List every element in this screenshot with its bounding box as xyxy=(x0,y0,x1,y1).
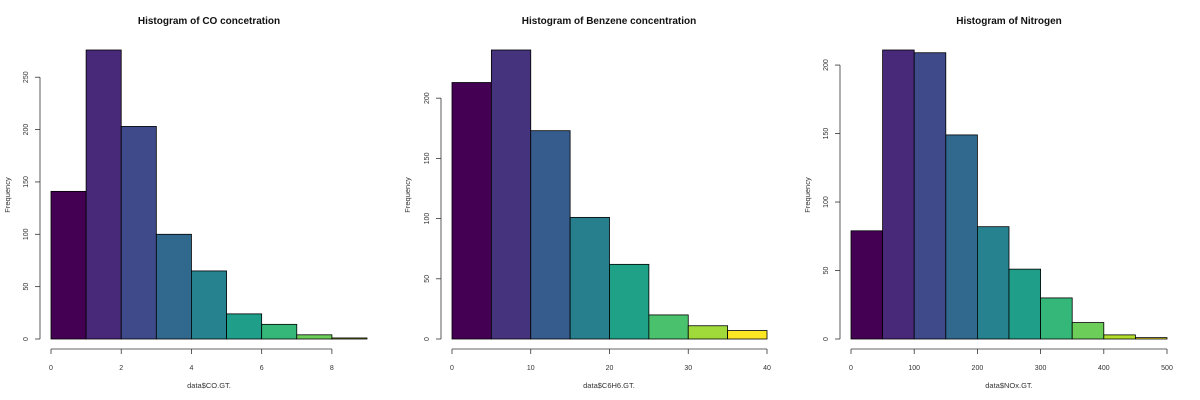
histogram-bar xyxy=(1135,337,1168,340)
x-tick-label: 500 xyxy=(1161,365,1173,372)
histogram-bar xyxy=(191,270,227,340)
histogram-bar xyxy=(120,126,157,340)
y-axis-label: Frequency xyxy=(803,177,812,213)
histogram-bar xyxy=(648,314,689,340)
histogram-bar xyxy=(913,52,947,340)
histogram-bar xyxy=(1103,334,1136,340)
x-axis-label: data$C6H6.GT. xyxy=(583,381,635,390)
x-tick-label: 20 xyxy=(606,365,614,372)
y-tick-label: 200 xyxy=(23,124,30,136)
x-tick-label: 30 xyxy=(684,365,692,372)
y-tick-label: 200 xyxy=(823,59,830,71)
histogram-bar xyxy=(977,226,1010,340)
histogram-panel: Histogram of CO concetration 0 2 4 6 8 0 50 100 1… xyxy=(3,16,368,390)
x-tick-label: 10 xyxy=(527,365,535,372)
x-tick-label: 8 xyxy=(330,365,334,372)
histogram-bar xyxy=(85,49,122,340)
y-axis-label: Frequency xyxy=(3,177,12,213)
x-tick-label: 4 xyxy=(189,365,193,372)
y-tick-label: 150 xyxy=(424,152,431,164)
histogram-bar xyxy=(530,130,571,340)
chart-title: Histogram of Nitrogen xyxy=(956,16,1062,27)
y-tick-label: 0 xyxy=(424,337,431,341)
y-tick-label: 50 xyxy=(823,267,830,275)
y-tick-label: 0 xyxy=(823,337,830,341)
histogram-bar xyxy=(155,233,192,340)
x-tick-label: 0 xyxy=(49,365,53,372)
histogram-panel: Histogram of Nitrogen 0 100 200 300 400 500 0 50… xyxy=(803,16,1173,390)
histogram-bar xyxy=(882,49,915,340)
x-tick-label: 40 xyxy=(763,365,771,372)
y-axis-label: Frequency xyxy=(403,177,412,213)
y-tick-label: 150 xyxy=(23,176,30,188)
x-tick-label: 100 xyxy=(908,365,920,372)
histogram-bar xyxy=(609,263,650,340)
histogram-bar xyxy=(331,337,368,340)
histogram-bar xyxy=(945,134,978,340)
histogram-bar xyxy=(727,330,768,340)
x-tick-label: 2 xyxy=(119,365,123,372)
x-tick-label: 0 xyxy=(849,365,853,372)
histogram-bar xyxy=(451,82,492,340)
x-tick-label: 6 xyxy=(260,365,264,372)
y-tick-label: 200 xyxy=(424,92,431,104)
y-tick-label: 100 xyxy=(823,196,830,208)
chart-title: Histogram of CO concetration xyxy=(138,16,280,27)
x-tick-label: 0 xyxy=(450,365,454,372)
histogram-bar xyxy=(50,190,87,340)
y-tick-label: 50 xyxy=(23,283,30,291)
histogram-bar xyxy=(226,313,263,340)
y-tick-label: 100 xyxy=(424,213,431,225)
histogram-bar xyxy=(1040,297,1073,340)
y-tick-label: 150 xyxy=(823,128,830,140)
y-tick-label: 0 xyxy=(23,337,30,341)
y-tick-label: 100 xyxy=(23,228,30,240)
histogram-bar xyxy=(687,325,729,340)
x-tick-label: 200 xyxy=(972,365,984,372)
histogram-bar xyxy=(296,334,333,340)
x-tick-label: 400 xyxy=(1098,365,1110,372)
histogram-bar xyxy=(261,323,298,340)
y-tick-label: 50 xyxy=(424,275,431,283)
histogram-bar xyxy=(490,49,532,340)
histogram-bar xyxy=(1071,322,1105,340)
y-tick-label: 250 xyxy=(23,71,30,83)
histogram-panel: Histogram of Benzene concentration 0 10 20 3… xyxy=(403,16,771,390)
x-tick-label: 300 xyxy=(1035,365,1047,372)
histogram-bar xyxy=(569,216,610,340)
chart-title: Histogram of Benzene concentration xyxy=(522,16,696,27)
histogram-bar xyxy=(1008,268,1042,340)
x-axis-label: data$CO.GT. xyxy=(187,381,231,390)
x-axis-label: data$NOx.GT. xyxy=(985,381,1033,390)
histogram-bar xyxy=(850,230,884,340)
